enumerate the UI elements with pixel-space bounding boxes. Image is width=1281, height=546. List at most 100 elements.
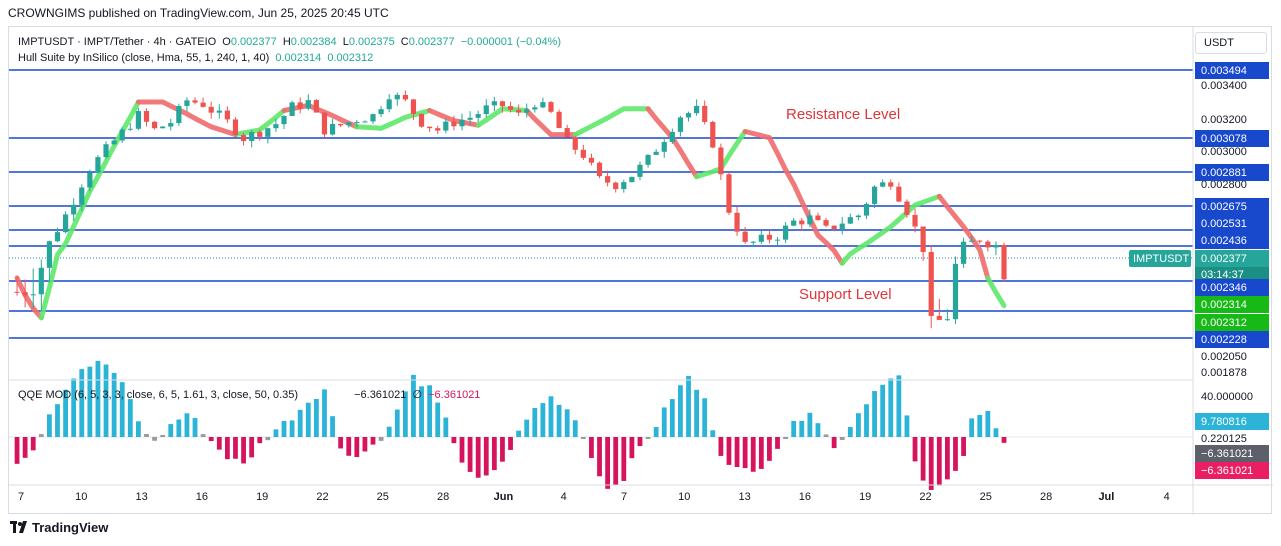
chart-frame[interactable]: Resistance Level Support Level 0.003400 0…: [8, 26, 1273, 515]
last-price-tag[interactable]: [1195, 250, 1269, 267]
candle[interactable]: [135, 107, 141, 131]
candle[interactable]: [208, 101, 214, 119]
candle[interactable]: [305, 94, 311, 111]
candle[interactable]: [467, 111, 473, 126]
candle[interactable]: [880, 179, 886, 188]
candle[interactable]: [847, 213, 853, 224]
candle[interactable]: [232, 117, 239, 138]
candle[interactable]: [507, 101, 514, 113]
level-price-tag[interactable]: [1195, 232, 1269, 249]
candle[interactable]: [103, 141, 109, 159]
candle[interactable]: [871, 185, 878, 208]
candle[interactable]: [249, 130, 255, 148]
candle[interactable]: [329, 118, 336, 136]
candle[interactable]: [782, 222, 789, 244]
tradingview-logo[interactable]: TradingView: [10, 520, 108, 535]
candle[interactable]: [184, 97, 190, 112]
currency-selector[interactable]: USDT: [1195, 32, 1267, 54]
qqe-value-tag[interactable]: [1195, 445, 1269, 462]
candle[interactable]: [119, 127, 125, 143]
hull-price-tag[interactable]: [1195, 296, 1269, 313]
candle[interactable]: [944, 309, 950, 321]
candle[interactable]: [637, 161, 643, 181]
candle[interactable]: [969, 235, 975, 242]
candle[interactable]: [888, 179, 894, 190]
candle[interactable]: [499, 100, 506, 113]
candle[interactable]: [710, 120, 716, 149]
candle[interactable]: [863, 202, 870, 220]
qqe-legend[interactable]: QQE MOD (6, 5, 3, 3, close, 6, 5, 1.61, …: [18, 388, 483, 401]
candle[interactable]: [605, 170, 611, 187]
candle[interactable]: [443, 118, 449, 134]
candle[interactable]: [151, 120, 158, 130]
candle[interactable]: [807, 209, 813, 228]
candle[interactable]: [653, 149, 659, 156]
candle[interactable]: [1001, 242, 1007, 282]
candle[interactable]: [265, 127, 271, 144]
level-price-tag[interactable]: [1195, 130, 1269, 147]
candle[interactable]: [22, 279, 28, 308]
candle[interactable]: [483, 99, 489, 118]
candle[interactable]: [734, 206, 740, 236]
level-price-tag[interactable]: [1195, 215, 1269, 232]
candle[interactable]: [580, 144, 586, 160]
candle[interactable]: [912, 208, 918, 233]
candle[interactable]: [79, 184, 85, 212]
candle[interactable]: [402, 90, 408, 102]
candle[interactable]: [224, 106, 230, 123]
candle[interactable]: [354, 120, 360, 128]
candle[interactable]: [993, 241, 999, 256]
candle[interactable]: [904, 199, 910, 218]
candle[interactable]: [524, 103, 530, 118]
candle[interactable]: [362, 120, 368, 123]
candle[interactable]: [418, 113, 425, 128]
candle[interactable]: [143, 108, 150, 127]
candle[interactable]: [572, 136, 578, 155]
candle[interactable]: [685, 111, 692, 122]
candle[interactable]: [588, 153, 595, 166]
candle[interactable]: [451, 115, 457, 131]
candle[interactable]: [928, 245, 934, 329]
candle[interactable]: [313, 98, 319, 113]
candle[interactable]: [613, 181, 619, 193]
candle[interactable]: [985, 239, 991, 252]
candle[interactable]: [14, 275, 20, 296]
level-price-tag[interactable]: [1195, 198, 1269, 215]
candle[interactable]: [532, 104, 538, 113]
candle[interactable]: [459, 113, 465, 131]
candle[interactable]: [38, 259, 44, 312]
candle[interactable]: [960, 237, 967, 269]
level-price-tag[interactable]: [1195, 62, 1269, 79]
candle[interactable]: [791, 217, 797, 227]
candle[interactable]: [71, 198, 77, 221]
candle[interactable]: [54, 227, 61, 243]
candle[interactable]: [386, 94, 392, 113]
candle[interactable]: [766, 231, 773, 244]
candle[interactable]: [645, 154, 651, 168]
qqe-value-tag[interactable]: [1195, 413, 1269, 430]
symbol-legend[interactable]: IMPTUSDT · IMPT/Tether · 4h · GATEIO O0.…: [18, 36, 564, 48]
candle[interactable]: [564, 124, 570, 138]
candle[interactable]: [87, 169, 93, 192]
candle[interactable]: [297, 97, 303, 114]
candle[interactable]: [289, 100, 295, 117]
candle[interactable]: [257, 129, 263, 141]
level-price-tag[interactable]: [1195, 331, 1269, 348]
candle[interactable]: [176, 103, 182, 126]
candle[interactable]: [839, 217, 845, 235]
candle[interactable]: [718, 143, 724, 180]
level-price-tag[interactable]: [1195, 164, 1269, 181]
candle[interactable]: [127, 123, 133, 132]
candle[interactable]: [281, 115, 287, 130]
candle[interactable]: [596, 161, 603, 179]
candle[interactable]: [726, 172, 732, 215]
candle[interactable]: [702, 100, 708, 125]
candle[interactable]: [192, 97, 198, 105]
candle[interactable]: [815, 212, 821, 221]
candle[interactable]: [95, 155, 101, 174]
candle[interactable]: [661, 137, 667, 158]
hull-legend[interactable]: Hull Suite by InSilico (close, Hma, 55, …: [18, 52, 376, 64]
candle[interactable]: [370, 113, 376, 124]
symbol-name[interactable]: IMPTUSDT · IMPT/Tether · 4h · GATEIO: [18, 36, 217, 48]
symbol-tag[interactable]: [1129, 250, 1191, 267]
